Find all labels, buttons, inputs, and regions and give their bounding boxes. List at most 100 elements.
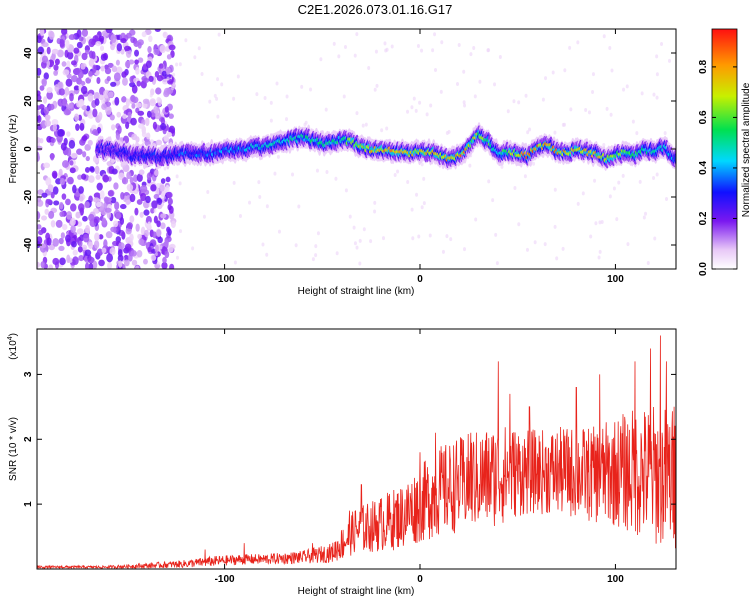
spectral-blob — [37, 145, 43, 151]
spectral-blob — [118, 260, 123, 268]
spectral-blob — [160, 222, 166, 230]
spectral-blob — [353, 53, 357, 58]
x-axis-ticks-bottom: -100 0 100 — [215, 329, 624, 585]
spectral-blob — [40, 261, 46, 269]
spectral-blob — [45, 177, 52, 186]
spectral-blob — [77, 246, 83, 253]
spectral-blob — [145, 195, 151, 204]
spectral-blob — [184, 38, 188, 43]
spectral-blob — [96, 77, 101, 85]
spectral-blob — [70, 152, 78, 159]
y-tick-label: -40 — [23, 237, 34, 252]
spectral-blob — [87, 256, 95, 264]
spectral-blob — [355, 111, 359, 116]
spectral-blob — [561, 246, 565, 251]
spectral-blob — [122, 77, 128, 86]
spectral-blob — [85, 224, 90, 234]
spectral-blob — [153, 194, 160, 200]
spectral-blob — [95, 41, 102, 47]
spectral-blob — [348, 214, 352, 219]
spectral-blob — [160, 122, 167, 131]
spectral-blob — [52, 123, 57, 132]
spectral-blob — [553, 187, 557, 192]
spectral-blob — [154, 29, 161, 32]
y-axis-label-bottom: SNR (10 * v/v) — [8, 417, 19, 481]
spectral-blob — [92, 128, 98, 136]
spectral-blob — [343, 44, 347, 49]
spectral-blob — [88, 262, 94, 269]
spectral-blob — [160, 213, 167, 219]
spectral-blob — [44, 119, 52, 127]
spectral-blob — [154, 70, 160, 78]
spectral-blob — [216, 77, 220, 82]
spectral-blob — [133, 174, 138, 183]
spectral-blob — [420, 205, 424, 210]
spectral-blob — [88, 70, 94, 77]
spectral-blob — [50, 191, 55, 199]
spectral-blob — [160, 178, 166, 184]
spectral-ridge-cell — [673, 156, 676, 160]
spectral-blob — [120, 48, 125, 55]
spectral-blob — [59, 211, 65, 218]
spectral-blob — [600, 219, 604, 224]
spectral-blob — [46, 237, 52, 246]
spectral-blob — [73, 85, 80, 91]
spectral-blob — [51, 170, 58, 179]
spectral-blob — [58, 245, 65, 251]
spectral-blob — [147, 246, 152, 253]
spectral-blob — [131, 259, 138, 266]
spectral-blob — [96, 182, 103, 191]
spectral-blob — [410, 105, 414, 110]
spectral-blob — [168, 113, 174, 119]
spectral-blob — [124, 60, 131, 68]
spectral-blob — [129, 176, 134, 184]
spectral-blob — [635, 131, 639, 136]
spectral-blob — [369, 239, 373, 244]
spectral-blob — [439, 89, 443, 94]
spectral-blob — [110, 81, 117, 87]
spectral-blob — [197, 46, 201, 51]
spectral-blob — [353, 241, 357, 246]
spectral-blob — [314, 244, 318, 249]
spectral-blob — [517, 222, 521, 227]
spectral-blob — [125, 121, 130, 129]
spectral-blob — [653, 236, 657, 241]
spectral-blob — [94, 232, 100, 242]
spectral-blob — [157, 236, 163, 244]
spectral-blob — [41, 215, 48, 221]
spectral-blob — [39, 243, 47, 249]
spectral-blob — [156, 229, 162, 237]
spectral-blob — [355, 245, 359, 250]
spectral-blob — [463, 103, 467, 108]
spectral-blob — [120, 191, 125, 200]
spectral-blob — [156, 220, 161, 228]
spectral-blob — [62, 97, 68, 107]
spectral-blob — [52, 237, 59, 247]
spectral-blob — [114, 96, 120, 106]
spectral-blob — [39, 85, 45, 91]
scale-factor-prefix: (x10 — [8, 340, 19, 360]
spectral-blob — [73, 47, 80, 54]
spectral-blob — [88, 213, 95, 222]
spectral-blob — [53, 70, 58, 76]
spectral-blob — [513, 185, 517, 190]
spectral-blob — [114, 201, 120, 211]
spectral-blob — [526, 130, 530, 135]
spectral-blob — [410, 207, 414, 212]
spectral-blob — [94, 240, 100, 249]
spectral-blob — [126, 171, 132, 180]
spectral-blob — [37, 110, 40, 117]
spectral-blob — [93, 91, 100, 101]
spectral-blob — [429, 103, 433, 108]
spectral-blob — [257, 180, 261, 185]
spectral-blob — [92, 108, 98, 118]
spectral-blob — [344, 188, 348, 193]
spectral-blob — [148, 203, 152, 208]
spectral-blob — [591, 72, 595, 77]
spectral-blob — [50, 153, 55, 161]
spectral-blob — [81, 135, 88, 142]
spectral-blob — [622, 87, 626, 92]
spectral-blob — [175, 174, 179, 179]
spectral-blob — [163, 31, 167, 36]
spectral-blob — [593, 178, 597, 183]
